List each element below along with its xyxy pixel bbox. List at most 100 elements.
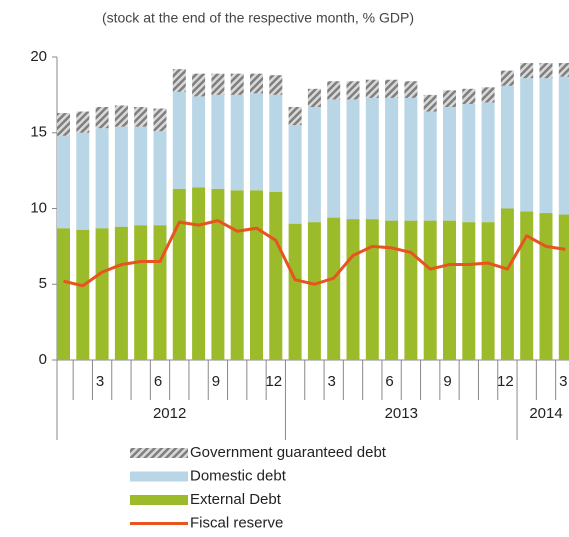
bar-segment (211, 94, 225, 189)
bar-segment (327, 217, 341, 360)
bar-segment (404, 220, 418, 360)
bar-segment (288, 223, 302, 360)
bar-segment (365, 219, 379, 360)
bar-segment (500, 85, 514, 209)
bar-segment (230, 94, 244, 191)
y-tick-label: 0 (39, 351, 47, 368)
x-tick-label: 3 (328, 373, 336, 390)
bar-segment (500, 70, 514, 86)
bar-segment (558, 63, 569, 77)
bar-segment (520, 78, 534, 212)
bar-segment (172, 188, 186, 360)
chart-subtitle: (stock at the end of the respective mont… (102, 10, 414, 26)
bar-segment (307, 106, 321, 223)
bar-segment (153, 225, 167, 360)
bar-segment (520, 211, 534, 360)
bar-segment (76, 132, 90, 230)
bar-segment (134, 106, 148, 127)
bar-segment (520, 63, 534, 79)
line-series (63, 219, 566, 288)
group-label: 2014 (529, 405, 562, 422)
legend-label: Domestic debt (190, 467, 287, 484)
bar-segment (481, 87, 495, 103)
bar-segment (230, 73, 244, 95)
x-tick-label: 9 (212, 373, 220, 390)
bar-segment (539, 63, 553, 79)
bar-segment (346, 219, 360, 360)
y-tick-label: 15 (30, 124, 47, 141)
bar-segment (250, 93, 263, 191)
bar-segment (423, 111, 437, 221)
bar-segment (57, 113, 70, 136)
bar-segment (172, 91, 186, 189)
legend-swatch (130, 495, 188, 505)
bar-segment (404, 97, 418, 221)
bar-segment (95, 106, 109, 129)
bar-segment (462, 222, 476, 360)
bar-segment (172, 69, 186, 92)
group-label: 2012 (153, 405, 186, 422)
bar-segment (443, 220, 456, 360)
bar-segment (539, 213, 553, 360)
bar-segment (443, 90, 456, 107)
bar-segment (404, 81, 418, 98)
bar-segment (462, 88, 476, 104)
bar-segment (230, 190, 244, 360)
bar-segment (153, 131, 167, 226)
bar-segment (346, 81, 360, 100)
bar-segment (192, 96, 206, 188)
bar-segment (443, 106, 456, 221)
bar-segment (211, 73, 225, 95)
bar-segment (327, 81, 341, 100)
bar-segment (558, 76, 569, 215)
bar-segment (481, 102, 495, 223)
x-tick-label: 9 (443, 373, 451, 390)
bar-segment (134, 225, 148, 360)
bar-segment (76, 229, 90, 360)
bar-segment (192, 73, 206, 97)
bar-segment (385, 220, 399, 360)
bar-segment (346, 99, 360, 220)
bar-segment (114, 226, 128, 360)
bar-segment (481, 222, 495, 360)
y-tick-label: 10 (30, 199, 47, 216)
legend-label: Fiscal reserve (190, 514, 283, 531)
legend-swatch (130, 448, 188, 458)
x-tick-label: 3 (96, 373, 104, 390)
bar-segment (307, 88, 321, 107)
bar-segment (114, 105, 128, 127)
bar-segment (365, 97, 379, 220)
bar-segment (500, 208, 514, 360)
bar-segment (134, 126, 148, 226)
bar-segment (95, 128, 109, 229)
bar-segment (95, 228, 109, 360)
y-tick-label: 5 (39, 275, 47, 292)
bar-segment (269, 94, 283, 192)
bar-segment (423, 220, 437, 360)
x-tick-label: 12 (497, 373, 514, 390)
bar-segment (539, 78, 553, 214)
bar-segment (250, 73, 263, 94)
x-tick-label: 6 (385, 373, 393, 390)
bar-segment (57, 135, 70, 229)
x-tick-label: 3 (559, 373, 567, 390)
bar-segment (307, 222, 321, 360)
legend-swatch (130, 471, 188, 482)
bar-segment (365, 79, 379, 98)
bar-segment (153, 108, 167, 132)
bar-segment (327, 99, 341, 218)
legend-label: External Debt (190, 491, 282, 508)
bar-segment (385, 97, 399, 221)
bar-segment (423, 94, 437, 112)
bar-segment (288, 106, 302, 126)
bar-segment (76, 111, 90, 133)
y-tick-label: 20 (30, 48, 47, 65)
bar-segment (288, 125, 302, 224)
bar-segment (269, 75, 283, 95)
bar-segment (269, 191, 283, 360)
bar-segment (558, 214, 569, 360)
x-tick-label: 12 (265, 373, 282, 390)
bar-segment (211, 188, 225, 360)
bar-segment (385, 79, 399, 98)
bar-segment (57, 228, 70, 360)
